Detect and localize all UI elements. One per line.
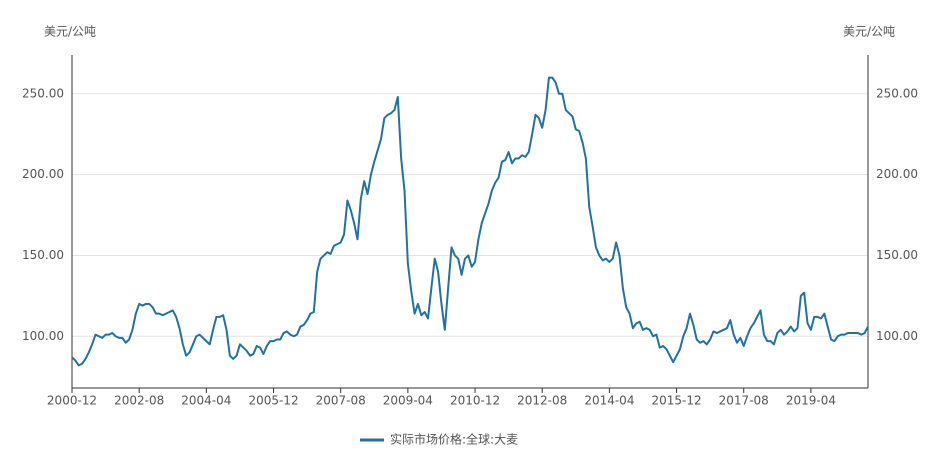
x-tick-label: 2007-08 bbox=[316, 394, 366, 408]
x-tick-label: 2009-04 bbox=[383, 394, 433, 408]
x-tick-label: 2017-08 bbox=[719, 394, 769, 408]
x-tick-label: 2005-12 bbox=[248, 394, 298, 408]
x-tick-label: 2014-04 bbox=[584, 394, 634, 408]
y-tick-label: 150.00 bbox=[22, 248, 64, 262]
y2-tick-label: 250.00 bbox=[876, 86, 918, 100]
legend-label: 实际市场价格:全球:大麦 bbox=[390, 432, 518, 447]
y-tick-label: 250.00 bbox=[22, 86, 64, 100]
y-tick-label: 100.00 bbox=[22, 329, 64, 343]
y2-tick-label: 200.00 bbox=[876, 167, 918, 181]
y2-axis-title: 美元/公吨 bbox=[843, 25, 895, 39]
x-tick-label: 2019-04 bbox=[786, 394, 836, 408]
x-tick-label: 2004-04 bbox=[181, 394, 231, 408]
x-tick-label: 2002-08 bbox=[114, 394, 164, 408]
y2-tick-label: 100.00 bbox=[876, 329, 918, 343]
y-axis-title: 美元/公吨 bbox=[44, 25, 96, 39]
x-tick-label: 2015-12 bbox=[651, 394, 701, 408]
x-tick-label: 2012-08 bbox=[517, 394, 567, 408]
x-tick-label: 2000-12 bbox=[47, 394, 97, 408]
x-tick-label: 2010-12 bbox=[450, 394, 500, 408]
y-tick-label: 200.00 bbox=[22, 167, 64, 181]
line bbox=[71, 76, 869, 367]
y2-tick-label: 150.00 bbox=[876, 248, 918, 262]
